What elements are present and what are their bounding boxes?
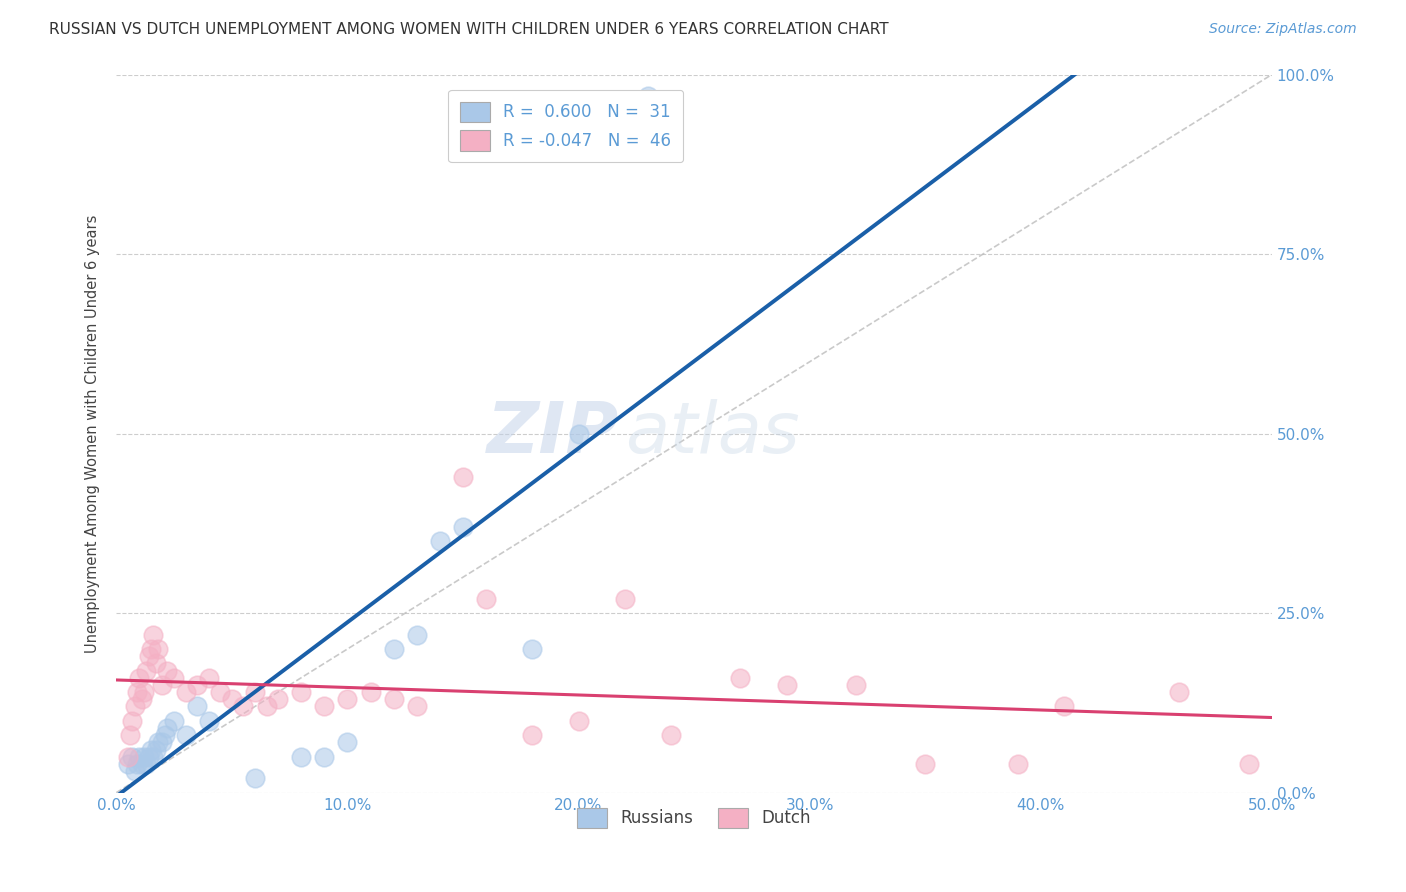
Point: [845, 678, 868, 692]
Point: [243, 772, 266, 786]
Point: [163, 714, 186, 728]
Point: [914, 756, 936, 771]
Point: [156, 721, 179, 735]
Point: [128, 749, 150, 764]
Point: [117, 756, 139, 771]
Y-axis label: Unemployment Among Women with Children Under 6 years: Unemployment Among Women with Children U…: [86, 214, 100, 653]
Point: [124, 699, 146, 714]
Text: RUSSIAN VS DUTCH UNEMPLOYMENT AMONG WOMEN WITH CHILDREN UNDER 6 YEARS CORRELATIO: RUSSIAN VS DUTCH UNEMPLOYMENT AMONG WOME…: [49, 22, 889, 37]
Point: [405, 628, 427, 642]
Point: [145, 742, 167, 756]
Point: [145, 657, 167, 671]
Point: [131, 692, 153, 706]
Point: [163, 671, 186, 685]
Point: [522, 642, 544, 657]
Point: [125, 756, 148, 771]
Point: [243, 685, 266, 699]
Point: [153, 728, 176, 742]
Point: [267, 692, 290, 706]
Point: [1168, 685, 1191, 699]
Point: [146, 642, 169, 657]
Point: [567, 426, 589, 441]
Point: [117, 749, 139, 764]
Point: [125, 685, 148, 699]
Point: [120, 728, 142, 742]
Point: [197, 671, 219, 685]
Point: [567, 714, 589, 728]
Point: [613, 591, 636, 606]
Point: [156, 664, 179, 678]
Point: [132, 749, 155, 764]
Text: Source: ZipAtlas.com: Source: ZipAtlas.com: [1209, 22, 1357, 37]
Point: [775, 678, 797, 692]
Point: [221, 692, 243, 706]
Point: [475, 591, 498, 606]
Point: [121, 714, 143, 728]
Point: [152, 735, 174, 749]
Point: [146, 735, 169, 749]
Point: [142, 628, 165, 642]
Point: [128, 671, 150, 685]
Point: [256, 699, 278, 714]
Point: [209, 685, 232, 699]
Point: [232, 699, 254, 714]
Point: [124, 764, 146, 778]
Point: [314, 699, 336, 714]
Point: [360, 685, 382, 699]
Point: [174, 728, 197, 742]
Point: [135, 756, 157, 771]
Point: [522, 728, 544, 742]
Point: [451, 469, 474, 483]
Point: [174, 685, 197, 699]
Point: [290, 749, 312, 764]
Point: [730, 671, 752, 685]
Point: [131, 756, 153, 771]
Point: [135, 664, 157, 678]
Point: [405, 699, 427, 714]
Point: [142, 749, 165, 764]
Text: ZIP: ZIP: [486, 399, 619, 468]
Point: [429, 534, 451, 549]
Point: [637, 89, 659, 103]
Point: [121, 749, 143, 764]
Point: [451, 520, 474, 534]
Point: [139, 742, 162, 756]
Point: [138, 649, 160, 664]
Point: [314, 749, 336, 764]
Point: [186, 678, 208, 692]
Point: [138, 749, 160, 764]
Point: [186, 699, 208, 714]
Point: [382, 692, 405, 706]
Point: [336, 735, 359, 749]
Point: [1007, 756, 1029, 771]
Point: [132, 685, 155, 699]
Point: [197, 714, 219, 728]
Point: [1053, 699, 1076, 714]
Point: [659, 728, 682, 742]
Point: [1237, 756, 1260, 771]
Point: [290, 685, 312, 699]
Point: [152, 678, 174, 692]
Point: [336, 692, 359, 706]
Text: atlas: atlas: [624, 399, 800, 468]
Point: [139, 642, 162, 657]
Point: [382, 642, 405, 657]
Legend: Russians, Dutch: Russians, Dutch: [571, 801, 818, 835]
